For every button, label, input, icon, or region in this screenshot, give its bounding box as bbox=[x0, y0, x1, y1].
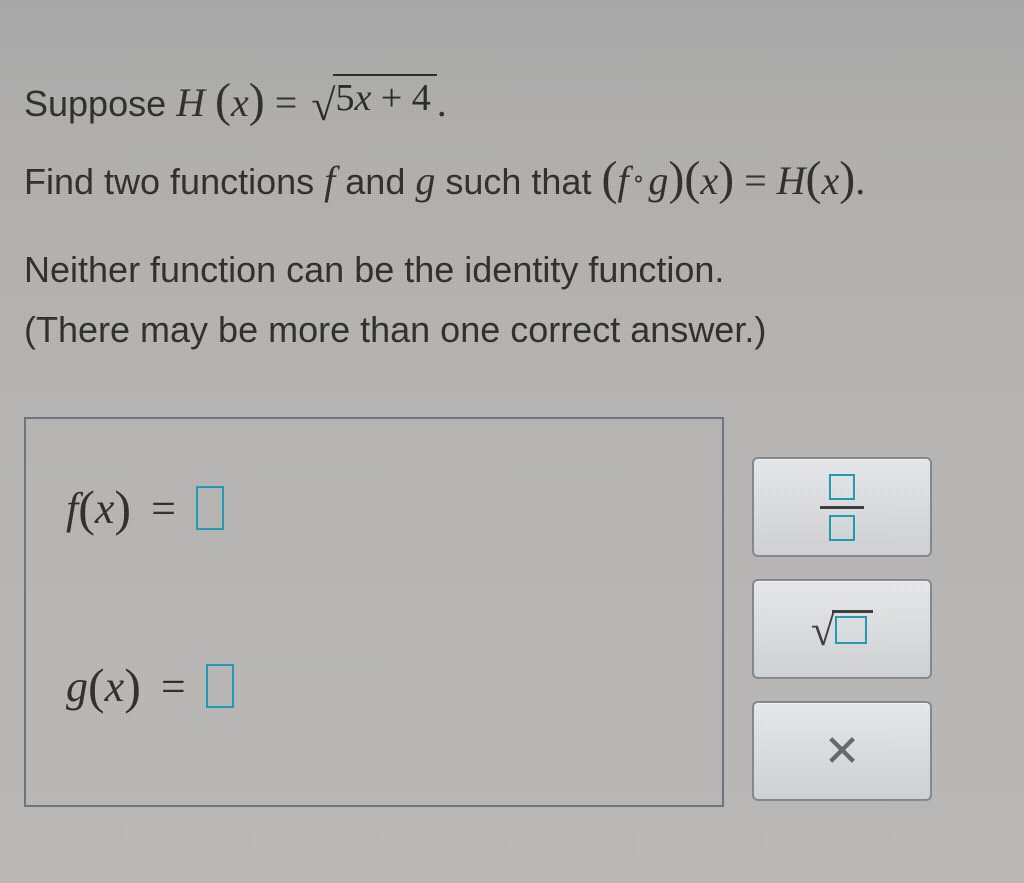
radical-sign: √ bbox=[311, 86, 335, 126]
sqrt-icon: √ bbox=[811, 610, 873, 649]
sqrt-button[interactable]: √ bbox=[752, 579, 932, 679]
compose-circle: ∘ bbox=[632, 166, 646, 191]
paren-open: ( bbox=[215, 74, 231, 127]
x-icon: ✕ bbox=[824, 726, 861, 777]
equals: = bbox=[275, 80, 308, 125]
answer-box: f (x) = g (x) = bbox=[24, 417, 724, 807]
f-input[interactable] bbox=[196, 486, 224, 530]
var-x: x bbox=[231, 80, 249, 125]
radicand: 5x + 4 bbox=[333, 74, 436, 122]
clear-button[interactable]: ✕ bbox=[752, 701, 932, 801]
sqrt-expression: √ 5x + 4 bbox=[311, 74, 436, 122]
fn-f: f bbox=[324, 158, 335, 203]
math-toolbox: √ ✕ bbox=[752, 417, 932, 801]
g-input[interactable] bbox=[206, 664, 234, 708]
fn-H: H bbox=[176, 80, 205, 125]
problem-line-3: Neither function can be the identity fun… bbox=[24, 243, 1000, 297]
g-answer-line: g (x) = bbox=[66, 657, 682, 715]
problem-line-1: Suppose H (x) = √ 5x + 4 . bbox=[24, 65, 1000, 137]
paren-close: ) bbox=[249, 74, 265, 127]
problem-line-4: (There may be more than one correct answ… bbox=[24, 303, 1000, 357]
fn-g: g bbox=[415, 158, 435, 203]
fraction-icon bbox=[820, 474, 864, 541]
intro-word: Suppose bbox=[24, 83, 176, 124]
problem-statement: Suppose H (x) = √ 5x + 4 . Find two func… bbox=[24, 65, 1000, 357]
f-label: f bbox=[66, 483, 78, 534]
problem-line-2: Find two functions f and g such that (f∘… bbox=[24, 143, 1000, 215]
g-label: g bbox=[66, 661, 88, 712]
fraction-button[interactable] bbox=[752, 457, 932, 557]
period: . bbox=[437, 80, 447, 125]
f-answer-line: f (x) = bbox=[66, 479, 682, 537]
